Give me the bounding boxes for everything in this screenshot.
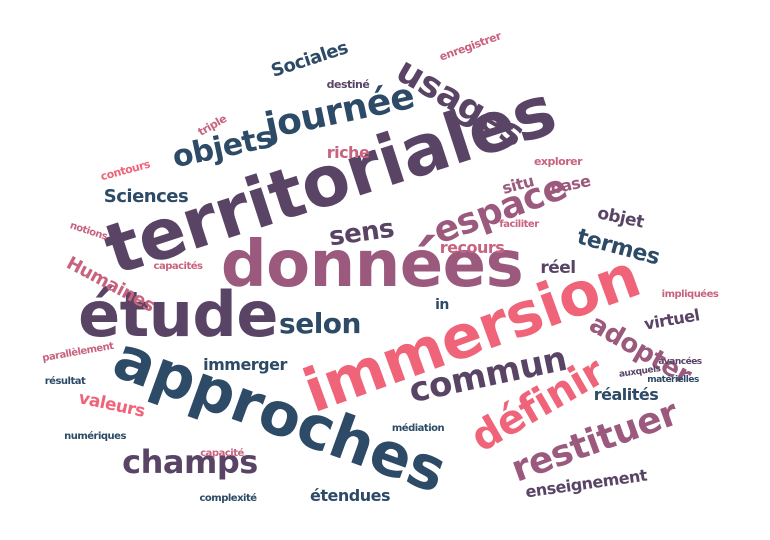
- word-realites: réalités: [593, 385, 659, 404]
- word-capacites: capacités: [153, 261, 203, 272]
- word-destine: destiné: [326, 77, 370, 91]
- word-etendues: étendues: [310, 486, 390, 505]
- word-sociales: Sociales: [268, 37, 351, 82]
- word-etude: étude: [78, 278, 278, 351]
- word-impliquees: impliquées: [661, 289, 719, 300]
- word-materielles: matérielles: [647, 374, 699, 385]
- word-faciliter: faciliter: [499, 219, 539, 230]
- word-explorer: explorer: [533, 154, 583, 168]
- word-numeriques: numériques: [64, 431, 126, 442]
- word-in: in: [435, 297, 449, 313]
- word-enregistrer: enregistrer: [437, 28, 503, 64]
- word-riche: riche: [326, 143, 370, 162]
- word-objet: objet: [595, 202, 646, 233]
- word-resultat: résultat: [44, 376, 86, 387]
- word-complexite: complexité: [199, 493, 257, 504]
- word-contours: contours: [98, 157, 152, 183]
- word-reel: réel: [540, 257, 576, 278]
- word-donnees: données: [220, 228, 524, 302]
- word-selon: selon: [279, 307, 361, 340]
- word-capacite: capacité: [200, 448, 244, 459]
- word-mediation: médiation: [391, 423, 445, 434]
- word-virtuel: virtuel: [642, 305, 701, 334]
- word-avancees: avancées: [658, 356, 702, 367]
- word-sciences: Sciences: [103, 186, 189, 207]
- word-champs: champs: [122, 443, 258, 481]
- word-recours: recours: [439, 238, 505, 257]
- word-immerger: immerger: [203, 355, 287, 374]
